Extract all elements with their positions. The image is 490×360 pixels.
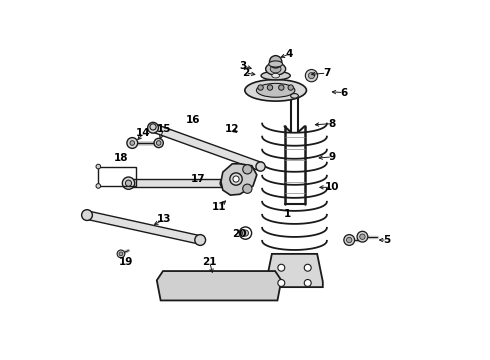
- Polygon shape: [266, 254, 323, 287]
- Circle shape: [344, 235, 355, 246]
- Text: 5: 5: [383, 235, 391, 245]
- Ellipse shape: [245, 80, 306, 101]
- Text: 1: 1: [283, 209, 291, 219]
- Text: 7: 7: [323, 68, 330, 78]
- Circle shape: [270, 55, 282, 68]
- Bar: [98, 167, 136, 186]
- Text: 21: 21: [202, 257, 217, 267]
- Ellipse shape: [272, 73, 279, 78]
- Circle shape: [125, 180, 132, 186]
- Polygon shape: [86, 211, 201, 244]
- Circle shape: [147, 122, 158, 133]
- Circle shape: [119, 252, 123, 256]
- Circle shape: [279, 85, 284, 90]
- Text: 2: 2: [242, 68, 249, 78]
- Text: 4: 4: [285, 49, 293, 59]
- Circle shape: [243, 184, 252, 193]
- Circle shape: [154, 138, 163, 148]
- Text: 13: 13: [157, 214, 171, 224]
- Ellipse shape: [270, 65, 281, 73]
- Circle shape: [305, 69, 318, 82]
- Ellipse shape: [256, 84, 295, 97]
- Text: 8: 8: [329, 118, 336, 129]
- Circle shape: [156, 141, 161, 145]
- Circle shape: [304, 264, 311, 271]
- Ellipse shape: [291, 94, 298, 98]
- Circle shape: [117, 250, 125, 258]
- Text: 12: 12: [225, 124, 240, 134]
- Circle shape: [346, 237, 352, 243]
- Text: 20: 20: [232, 229, 246, 239]
- Circle shape: [82, 210, 93, 220]
- Circle shape: [357, 231, 368, 242]
- Circle shape: [195, 235, 206, 246]
- Text: 14: 14: [136, 128, 151, 138]
- Circle shape: [268, 85, 272, 90]
- Circle shape: [96, 164, 100, 169]
- Circle shape: [243, 165, 252, 174]
- Text: 18: 18: [114, 153, 128, 163]
- Text: 11: 11: [212, 202, 226, 212]
- Circle shape: [150, 124, 156, 130]
- Circle shape: [96, 184, 100, 188]
- Text: 9: 9: [329, 152, 336, 162]
- Circle shape: [127, 138, 138, 148]
- Ellipse shape: [269, 61, 283, 67]
- Circle shape: [256, 162, 265, 171]
- Circle shape: [130, 141, 135, 145]
- Polygon shape: [157, 271, 281, 301]
- Circle shape: [233, 176, 239, 182]
- Circle shape: [258, 85, 263, 90]
- Circle shape: [122, 177, 135, 189]
- Circle shape: [278, 279, 285, 287]
- Polygon shape: [151, 124, 262, 171]
- Text: 16: 16: [185, 115, 200, 125]
- Circle shape: [220, 179, 229, 188]
- Ellipse shape: [261, 71, 290, 80]
- Text: 3: 3: [239, 61, 246, 71]
- Text: 15: 15: [156, 124, 171, 134]
- Ellipse shape: [266, 63, 286, 75]
- Polygon shape: [128, 179, 225, 187]
- Circle shape: [308, 73, 315, 79]
- Circle shape: [230, 173, 242, 185]
- Polygon shape: [221, 164, 257, 195]
- Circle shape: [243, 230, 248, 236]
- Circle shape: [288, 85, 294, 90]
- Circle shape: [304, 279, 311, 287]
- Text: 6: 6: [340, 87, 347, 98]
- Text: 17: 17: [191, 174, 206, 184]
- Text: 10: 10: [325, 183, 340, 192]
- Text: 19: 19: [119, 257, 133, 267]
- Circle shape: [360, 234, 365, 239]
- Circle shape: [278, 264, 285, 271]
